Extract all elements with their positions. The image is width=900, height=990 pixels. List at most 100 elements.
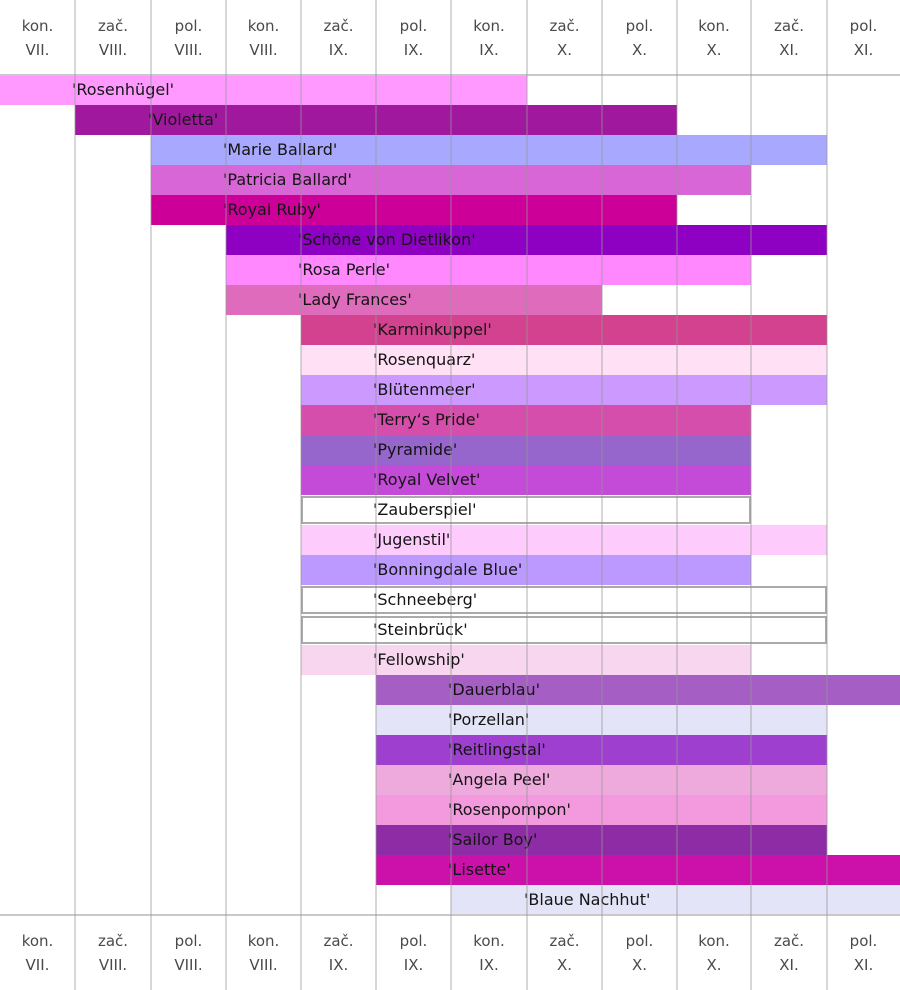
period-month: X.	[706, 40, 722, 59]
period-part: pol.	[174, 931, 203, 950]
variety-label: 'Schneeberg'	[373, 590, 478, 609]
top-period-header: zač. X.	[527, 0, 602, 75]
period-part: kon.	[473, 16, 505, 35]
period-part: zač.	[549, 931, 580, 950]
variety-bar	[376, 705, 827, 735]
top-period-header: kon. VII.	[0, 0, 75, 75]
top-period-header: zač. XI.	[751, 0, 827, 75]
period-month: VII.	[25, 955, 50, 974]
top-period-header: kon. IX.	[451, 0, 527, 75]
variety-label: 'Marie Ballard'	[223, 140, 338, 159]
variety-label: 'Rosenquarz'	[373, 350, 476, 369]
variety-label: 'Dauerblau'	[448, 680, 541, 699]
variety-bar	[301, 555, 751, 585]
gridline	[375, 0, 377, 990]
variety-label: 'Lady Frances'	[298, 290, 412, 309]
variety-label: 'Rosenpompon'	[448, 800, 571, 819]
variety-label: 'Royal Velvet'	[373, 470, 481, 489]
variety-bar	[451, 885, 900, 915]
variety-label: 'Bonningdale Blue'	[373, 560, 523, 579]
period-month: X.	[706, 955, 722, 974]
header-separator	[0, 914, 900, 916]
period-part: zač.	[549, 16, 580, 35]
variety-label: 'Angela Peel'	[448, 770, 551, 789]
period-part: kon.	[247, 16, 280, 35]
variety-label: 'Blaue Nachhut'	[524, 890, 651, 909]
period-month: IX.	[403, 40, 424, 59]
period-month: XI.	[779, 955, 799, 974]
period-part: kon.	[21, 16, 54, 35]
variety-label: 'Jugenstil'	[373, 530, 451, 549]
variety-bar	[151, 195, 677, 225]
variety-label: 'Porzellan'	[448, 710, 530, 729]
variety-bar	[226, 285, 602, 315]
top-period-header: pol. IX.	[376, 0, 451, 75]
gridline	[676, 0, 678, 990]
top-period-header: pol. VIII.	[151, 0, 226, 75]
variety-bar	[376, 825, 827, 855]
variety-bar	[301, 375, 827, 405]
period-month: VIII.	[249, 955, 278, 974]
variety-label: 'Rosenhügel'	[72, 80, 175, 99]
bottom-period-header: pol. IX.	[376, 915, 451, 990]
variety-label: 'Terry‘s Pride'	[373, 410, 480, 429]
variety-bar	[151, 135, 827, 165]
variety-label: 'Royal Ruby'	[223, 200, 321, 219]
variety-label: 'Violetta'	[148, 110, 219, 129]
variety-bar	[226, 225, 827, 255]
period-part: pol.	[399, 16, 428, 35]
period-part: pol.	[625, 16, 654, 35]
variety-label: 'Steinbrück'	[373, 620, 468, 639]
variety-bar	[151, 165, 751, 195]
top-period-header: kon. X.	[677, 0, 751, 75]
period-month: VIII.	[174, 40, 203, 59]
variety-bar	[226, 255, 751, 285]
variety-label: 'Rosa Perle'	[298, 260, 390, 279]
gridline	[601, 0, 603, 990]
period-month: IX.	[403, 955, 424, 974]
period-part: zač.	[323, 931, 354, 950]
variety-bar	[301, 465, 751, 495]
variety-bar	[376, 765, 827, 795]
variety-bar	[301, 586, 827, 614]
gridline	[750, 0, 752, 990]
bottom-period-header: pol. XI.	[827, 915, 900, 990]
period-month: XI.	[853, 40, 874, 59]
period-month: IX.	[479, 40, 499, 59]
period-part: kon.	[698, 16, 730, 35]
variety-bar	[376, 855, 900, 885]
top-period-header: pol. X.	[602, 0, 677, 75]
variety-label: 'Karminkuppel'	[373, 320, 492, 339]
variety-bar	[301, 616, 827, 644]
period-part: kon.	[473, 931, 505, 950]
period-part: zač.	[97, 16, 129, 35]
variety-bar	[301, 645, 751, 675]
variety-bar	[376, 675, 900, 705]
period-part: pol.	[849, 16, 878, 35]
variety-bar	[0, 75, 527, 105]
period-part: zač.	[773, 931, 805, 950]
period-month: XI.	[779, 40, 799, 59]
period-month: X.	[556, 40, 573, 59]
period-month: X.	[556, 955, 573, 974]
gridline	[450, 0, 452, 990]
variety-label: 'Schöne von Dietlikon'	[298, 230, 476, 249]
bottom-period-header: pol. VIII.	[151, 915, 226, 990]
period-month: X.	[631, 955, 648, 974]
gridline	[526, 0, 528, 990]
bottom-period-header: zač. IX.	[301, 915, 376, 990]
top-period-header: pol. XI.	[827, 0, 900, 75]
bottom-period-header: zač. XI.	[751, 915, 827, 990]
header-separator	[0, 74, 900, 76]
top-period-header: zač. IX.	[301, 0, 376, 75]
variety-label: 'Lisette'	[448, 860, 511, 879]
variety-label: 'Patricia Ballard'	[223, 170, 352, 189]
period-month: IX.	[479, 955, 499, 974]
variety-label: 'Reitlingstal'	[448, 740, 546, 759]
variety-bar	[75, 105, 677, 135]
period-month: X.	[631, 40, 648, 59]
period-month: VIII.	[174, 955, 203, 974]
period-part: zač.	[323, 16, 354, 35]
gridline	[826, 0, 828, 990]
variety-bar	[301, 345, 827, 375]
